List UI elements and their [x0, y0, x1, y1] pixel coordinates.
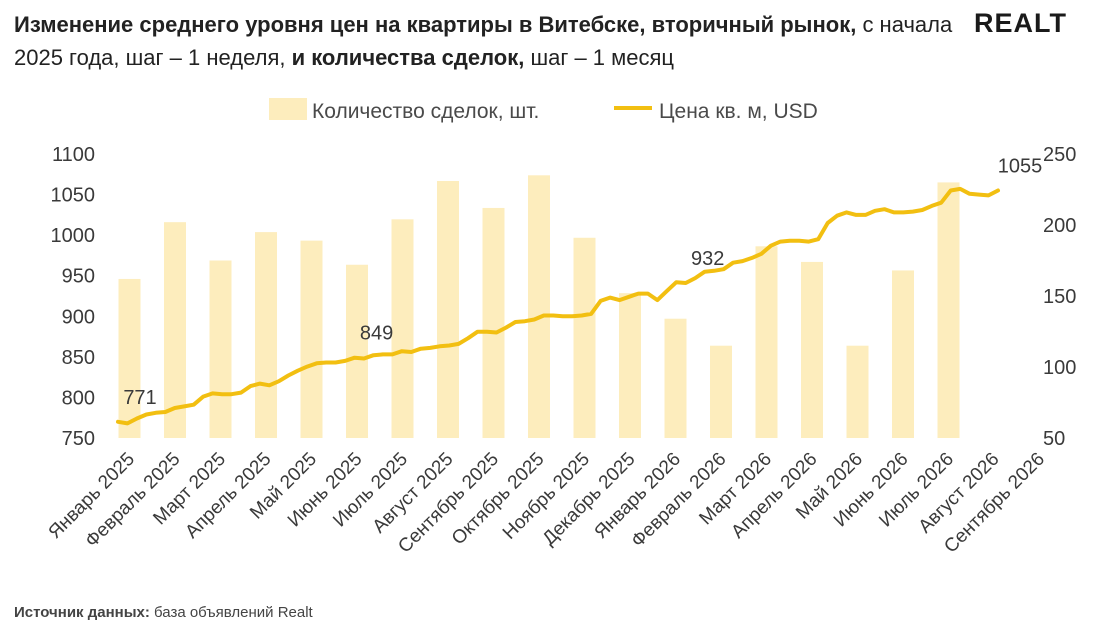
right-axis-tick: 200	[1043, 215, 1076, 237]
title-normal-2: шаг – 1 месяц	[524, 45, 675, 70]
left-axis-tick: 1050	[51, 185, 96, 207]
deal-bar	[619, 293, 641, 438]
left-axis-tick: 750	[62, 428, 95, 450]
deal-bar	[755, 246, 778, 438]
left-axis-tick: 850	[62, 347, 95, 369]
left-axis-tick: 1000	[51, 225, 96, 247]
deal-bar	[846, 345, 869, 438]
deal-bar	[164, 222, 186, 438]
deal-bar	[573, 237, 596, 438]
source-note: Источник данных: база объявлений Realt	[14, 604, 313, 621]
title-normal-1: с начала 2025 года, шаг – 1 неделя,	[14, 12, 953, 70]
left-axis-tick: 800	[62, 387, 95, 409]
legend-bars-label: Количество сделок, шт.	[312, 100, 539, 123]
deal-bar	[892, 270, 914, 438]
right-axis-tick: 100	[1043, 357, 1076, 379]
deal-bar	[710, 345, 732, 438]
right-axis-tick: 250	[1043, 144, 1076, 166]
source-value: база объявлений Realt	[149, 604, 313, 621]
left-axis-tick: 1100	[52, 144, 95, 166]
deal-bar	[300, 240, 323, 438]
legend-bar-swatch	[269, 98, 307, 120]
combo-chart: Количество сделок, шт. Цена кв. м, USD 7…	[45, 98, 1076, 557]
title-bold-1: Изменение среднего уровня цен на квартир…	[14, 12, 857, 37]
deal-bar	[937, 182, 960, 438]
price-line	[116, 186, 1000, 426]
price-data-label: 771	[123, 387, 156, 409]
legend: Количество сделок, шт. Цена кв. м, USD	[269, 98, 818, 123]
deal-bar	[801, 261, 823, 438]
price-data-label: 849	[360, 323, 393, 345]
deal-bar	[209, 260, 232, 438]
chart-title: Изменение среднего уровня цен на квартир…	[14, 8, 964, 74]
deal-bar	[346, 264, 368, 438]
deal-bar	[482, 207, 505, 438]
title-bold-2: и количества сделок,	[291, 45, 525, 70]
right-axis-tick: 50	[1043, 428, 1065, 450]
deal-bar	[255, 232, 277, 438]
deal-bar	[664, 318, 687, 438]
right-axis-tick: 150	[1043, 286, 1076, 308]
deal-bar	[391, 219, 414, 438]
deal-bar	[437, 180, 459, 439]
legend-line-label: Цена кв. м, USD	[659, 100, 818, 123]
deal-bar	[528, 175, 550, 439]
source-label: Источник данных:	[14, 604, 150, 621]
price-data-label: 932	[691, 248, 724, 270]
deal-bar	[118, 278, 141, 438]
left-axis-tick: 900	[62, 306, 95, 328]
left-axis-tick: 950	[62, 266, 95, 288]
price-data-label: 1055	[998, 156, 1043, 178]
realt-logo: REALT	[974, 8, 1067, 38]
